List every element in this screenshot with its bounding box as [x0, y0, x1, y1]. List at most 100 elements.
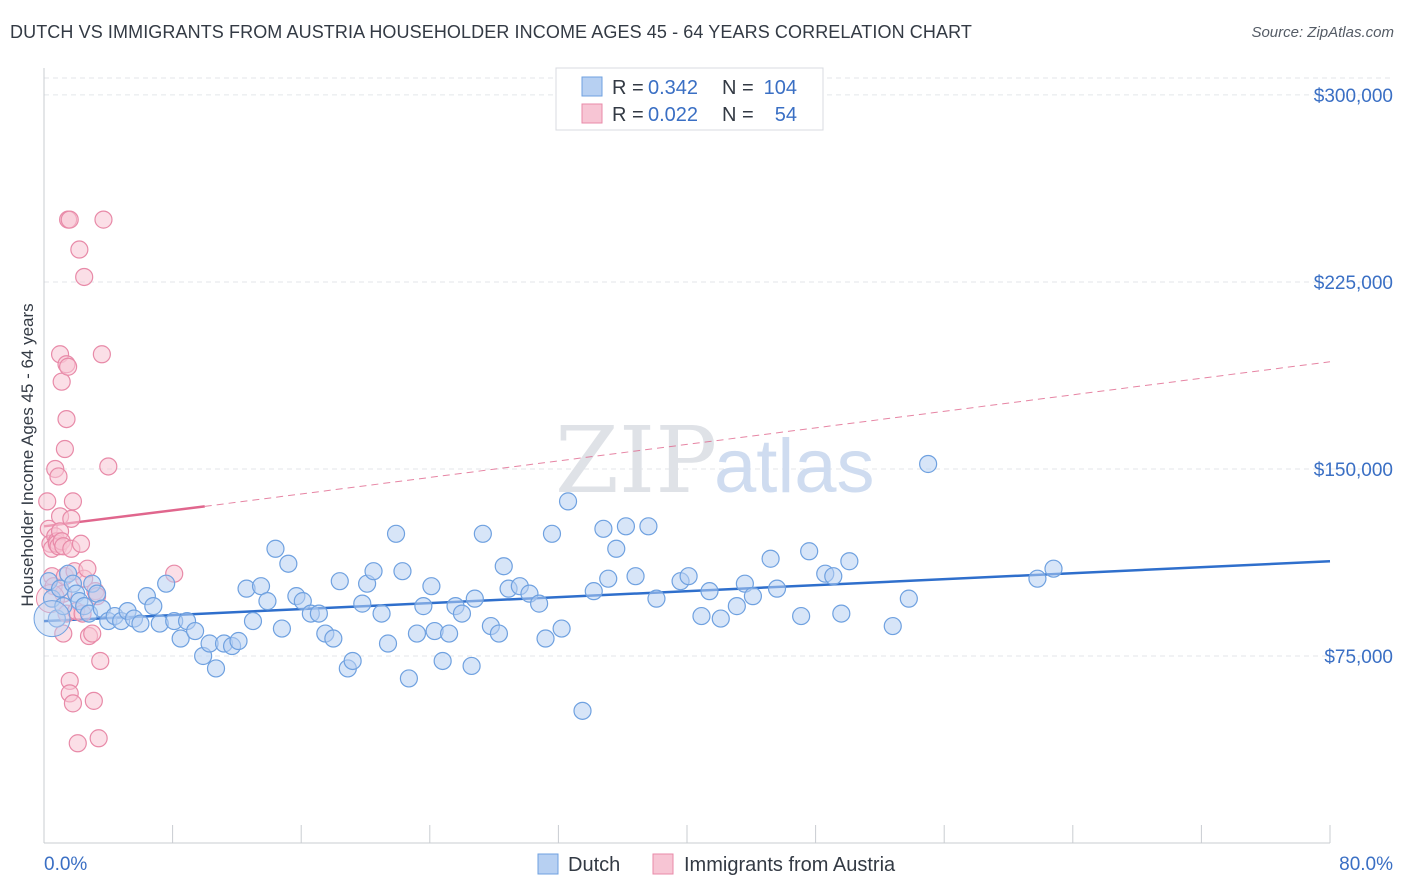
dutch-point	[433, 651, 452, 671]
legend-bottom-label-dutch: Dutch	[568, 854, 620, 876]
dutch-point	[761, 549, 780, 568]
legend-bottom-swatch-austria	[652, 853, 674, 875]
dutch-point	[186, 621, 205, 641]
y-axis-title: Householder Income Ages 45 - 64 years	[18, 303, 37, 606]
austria-point	[57, 409, 76, 429]
austria-point	[71, 534, 91, 553]
dutch-point	[792, 606, 811, 626]
austria-point	[91, 651, 110, 671]
austria-point	[63, 492, 83, 511]
y-tick-labels: $75,000 $150,000 $225,000 $300,000	[1314, 86, 1393, 668]
dutch-point	[494, 557, 513, 576]
watermark: ZIP atlas	[555, 407, 875, 514]
dutch-point	[171, 629, 190, 648]
dutch-point	[899, 589, 918, 608]
dutch-point	[530, 594, 549, 613]
dutch-point	[452, 604, 472, 623]
austria-point	[63, 694, 83, 713]
legend-n-value-dutch: 104	[764, 77, 797, 99]
dutch-point	[800, 542, 819, 561]
dutch-point	[393, 562, 412, 581]
legend-n-label-austria: N =	[722, 104, 754, 126]
dutch-point	[473, 524, 492, 543]
dutch-point	[330, 572, 349, 591]
dutch-point	[626, 567, 645, 586]
austria-point	[38, 492, 57, 511]
dutch-point	[414, 597, 433, 616]
dutch-point	[727, 597, 746, 616]
dutch-point	[599, 569, 618, 588]
legend-bottom-swatch-dutch	[537, 853, 559, 875]
dutch-point	[364, 562, 383, 581]
y-tick-label: $75,000	[1324, 647, 1393, 668]
dutch-point	[258, 592, 277, 611]
dutch-point	[840, 552, 859, 571]
dutch-point	[919, 454, 938, 474]
trend-line-austria-extension	[204, 361, 1331, 507]
dutch-point	[465, 589, 484, 608]
chart-title: DUTCH VS IMMIGRANTS FROM AUSTRIA HOUSEHO…	[10, 22, 972, 42]
trend-line-dutch	[43, 559, 1331, 623]
axes	[43, 68, 1331, 844]
dutch-point	[343, 651, 362, 671]
legend-swatch-dutch	[581, 76, 603, 97]
legend-r-value-austria: 0.022	[648, 104, 698, 126]
source-label: Source: ZipAtlas.com	[1251, 24, 1394, 41]
y-tick-label: $225,000	[1314, 273, 1393, 294]
x-tick-labels: 0.0% 80.0%	[44, 854, 1393, 875]
x-tick-label-min: 0.0%	[44, 854, 87, 875]
austria-point	[83, 624, 102, 643]
dutch-point	[353, 594, 372, 613]
dutch-point	[832, 604, 851, 623]
dutch-point	[711, 609, 730, 628]
austria-point	[49, 467, 68, 486]
legend-swatch-austria	[581, 103, 603, 124]
y-tick-label: $150,000	[1314, 460, 1393, 481]
watermark-atlas: atlas	[714, 424, 875, 509]
dutch-point-cluster	[33, 600, 71, 638]
dutch-point	[883, 616, 902, 636]
dutch-point	[206, 659, 226, 678]
legend-bottom-label-austria: Immigrants from Austria	[684, 854, 896, 876]
dutch-point	[272, 619, 292, 638]
legend-stats: R = 0.342 N = 104 R = 0.022 N = 54	[555, 67, 824, 131]
austria-point	[54, 624, 73, 643]
dutch-point	[700, 582, 719, 601]
dutch-point	[639, 517, 658, 536]
legend-series: Dutch Immigrants from Austria	[537, 853, 896, 876]
dutch-points	[33, 454, 1063, 720]
dutch-point	[824, 567, 843, 586]
dutch-point	[607, 539, 626, 558]
dutch-point	[243, 611, 263, 631]
legend-n-label-dutch: N =	[722, 77, 754, 99]
legend-r-label-dutch: R =	[612, 77, 644, 99]
legend-n-value-austria: 54	[775, 104, 797, 126]
dutch-point	[386, 524, 406, 543]
austria-point	[68, 734, 87, 753]
dutch-point	[692, 606, 711, 626]
austria-point	[99, 457, 118, 476]
dutch-point	[743, 587, 763, 606]
austria-point	[70, 240, 89, 259]
dutch-point	[422, 577, 441, 596]
austria-point	[52, 372, 71, 391]
legend-r-label-austria: R =	[612, 104, 644, 126]
dutch-point	[1044, 559, 1063, 578]
dutch-point	[616, 517, 636, 536]
dutch-point	[131, 614, 150, 633]
gridlines	[44, 77, 1392, 657]
austria-point	[84, 691, 103, 710]
dutch-point	[552, 619, 571, 638]
dutch-point	[251, 577, 271, 596]
y-tick-label: $300,000	[1314, 86, 1393, 107]
dutch-point	[536, 629, 555, 648]
austria-point	[62, 509, 81, 528]
dutch-point	[594, 519, 613, 538]
austria-point	[59, 357, 78, 376]
dutch-point	[1028, 569, 1047, 588]
dutch-point	[767, 579, 787, 598]
legend-r-value-dutch: 0.342	[648, 77, 698, 99]
dutch-point	[647, 589, 666, 608]
austria-point	[89, 729, 108, 748]
